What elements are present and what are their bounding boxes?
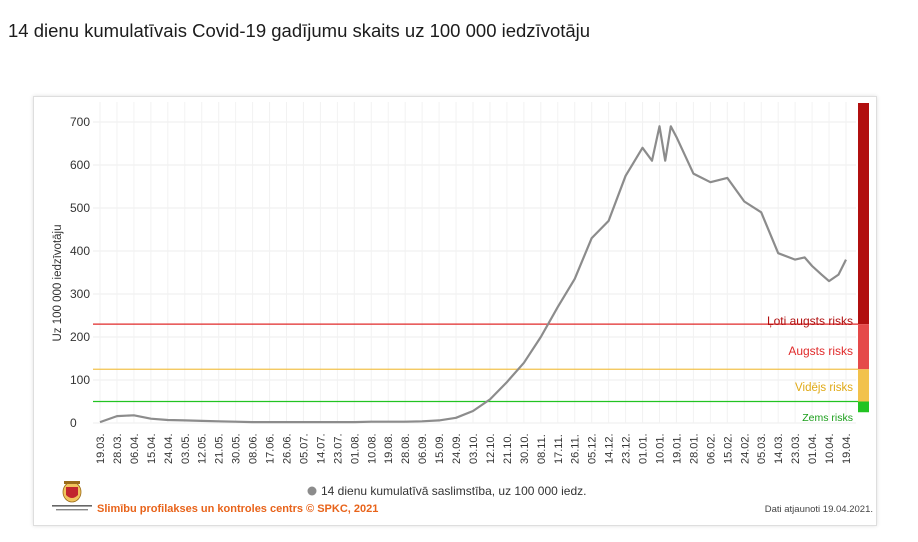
x-tick-13: 14.07.	[315, 433, 327, 464]
x-tick-39: 05.03.	[756, 433, 768, 464]
spkc-coat-of-arms-icon	[52, 481, 92, 511]
x-tick-8: 30.05.	[231, 433, 243, 464]
y-tick-600: 600	[70, 158, 90, 172]
x-tick-2: 06.04.	[129, 433, 141, 464]
x-tick-34: 19.01.	[671, 433, 683, 464]
x-tick-6: 12.05.	[197, 433, 209, 464]
x-tick-15: 01.08.	[349, 433, 361, 464]
y-axis-ticks: 0 100 200 300 400 500 600 700	[70, 115, 90, 430]
risk-band-0	[858, 103, 869, 325]
x-tick-44: 19.04.	[841, 433, 853, 464]
y-tick-500: 500	[70, 201, 90, 215]
x-tick-38: 24.02.	[739, 433, 751, 464]
legend: 14 dienu kumulatīvā saslimstība, uz 100 …	[307, 484, 587, 498]
x-axis-ticks: 19.03. 28.03. 06.04. 15.04. 24.04. 03.05. 12.0…	[95, 433, 853, 464]
x-tick-42: 01.04.	[807, 433, 819, 464]
risk-band-3	[858, 401, 869, 413]
risk-bands	[858, 103, 869, 413]
x-tick-31: 23.12.	[621, 433, 633, 464]
risk-band-1	[858, 324, 869, 370]
threshold-labels: Ļoti augsts risks Augsts risks Vidējs risk…	[767, 314, 853, 424]
x-tick-0: 19.03.	[95, 433, 107, 464]
x-tick-18: 28.08.	[400, 433, 412, 464]
x-tick-37: 15.02.	[722, 433, 734, 464]
grid-lines	[93, 102, 856, 424]
legend-label[interactable]: 14 dienu kumulatīvā saslimstība, uz 100 …	[321, 484, 587, 498]
series-lines	[99, 125, 847, 424]
threshold-label-1: Augsts risks	[788, 344, 853, 358]
x-tick-9: 08.06.	[248, 433, 260, 464]
x-tick-30: 14.12.	[604, 433, 616, 464]
x-tick-16: 10.08.	[366, 433, 378, 464]
threshold-label-3: Zems risks	[802, 412, 853, 424]
x-tick-10: 17.06.	[265, 433, 277, 464]
legend-marker	[307, 486, 317, 496]
x-tick-21: 24.09.	[451, 433, 463, 464]
x-tick-28: 26.11.	[570, 434, 582, 464]
y-axis-label: Uz 100 000 iedzīvotāju	[52, 225, 64, 342]
chart-card	[33, 96, 877, 526]
x-tick-33: 10.01.	[655, 433, 667, 464]
x-tick-35: 28.01.	[688, 433, 700, 464]
y-tick-0: 0	[70, 416, 77, 430]
y-tick-400: 400	[70, 244, 90, 258]
x-tick-5: 03.05.	[180, 433, 192, 464]
x-tick-14: 23.07.	[332, 433, 344, 464]
x-tick-4: 24.04.	[163, 433, 175, 464]
y-tick-200: 200	[70, 330, 90, 344]
x-tick-7: 21.05.	[214, 433, 226, 464]
x-tick-22: 03.10.	[468, 433, 480, 464]
threshold-label-0: Ļoti augsts risks	[767, 314, 853, 328]
footer-credit: Slimību profilakses un kontroles centrs …	[97, 503, 379, 515]
x-tick-27: 17.11.	[553, 434, 565, 464]
risk-band-2	[858, 369, 869, 402]
x-tick-29: 05.12.	[587, 433, 599, 464]
series-line-0	[99, 125, 847, 424]
x-tick-25: 30.10.	[519, 433, 531, 464]
x-tick-19: 06.09.	[417, 433, 429, 464]
page-title: 14 dienu kumulatīvais Covid-19 gadījumu …	[8, 20, 591, 41]
x-tick-43: 10.04.	[824, 433, 836, 464]
threshold-lines	[93, 323, 858, 403]
x-tick-12: 05.07.	[298, 433, 310, 464]
x-tick-24: 21.10.	[502, 433, 514, 464]
y-tick-100: 100	[70, 373, 90, 387]
x-tick-36: 06.02.	[705, 433, 717, 464]
x-tick-1: 28.03.	[112, 433, 124, 464]
x-tick-40: 14.03.	[773, 433, 785, 464]
y-tick-700: 700	[70, 115, 90, 129]
x-tick-3: 15.04.	[146, 433, 158, 464]
x-tick-20: 15.09.	[434, 433, 446, 464]
y-tick-300: 300	[70, 287, 90, 301]
x-tick-17: 19.08.	[383, 433, 395, 464]
x-tick-11: 26.06.	[282, 433, 294, 464]
x-tick-32: 01.01.	[638, 433, 650, 464]
x-tick-23: 12.10.	[485, 433, 497, 464]
footer-updated: Dati atjaunoti 19.04.2021.	[764, 504, 873, 515]
threshold-label-2: Vidējs risks	[795, 382, 853, 394]
x-tick-26: 08.11.	[536, 434, 548, 464]
x-tick-41: 23.03.	[790, 433, 802, 464]
